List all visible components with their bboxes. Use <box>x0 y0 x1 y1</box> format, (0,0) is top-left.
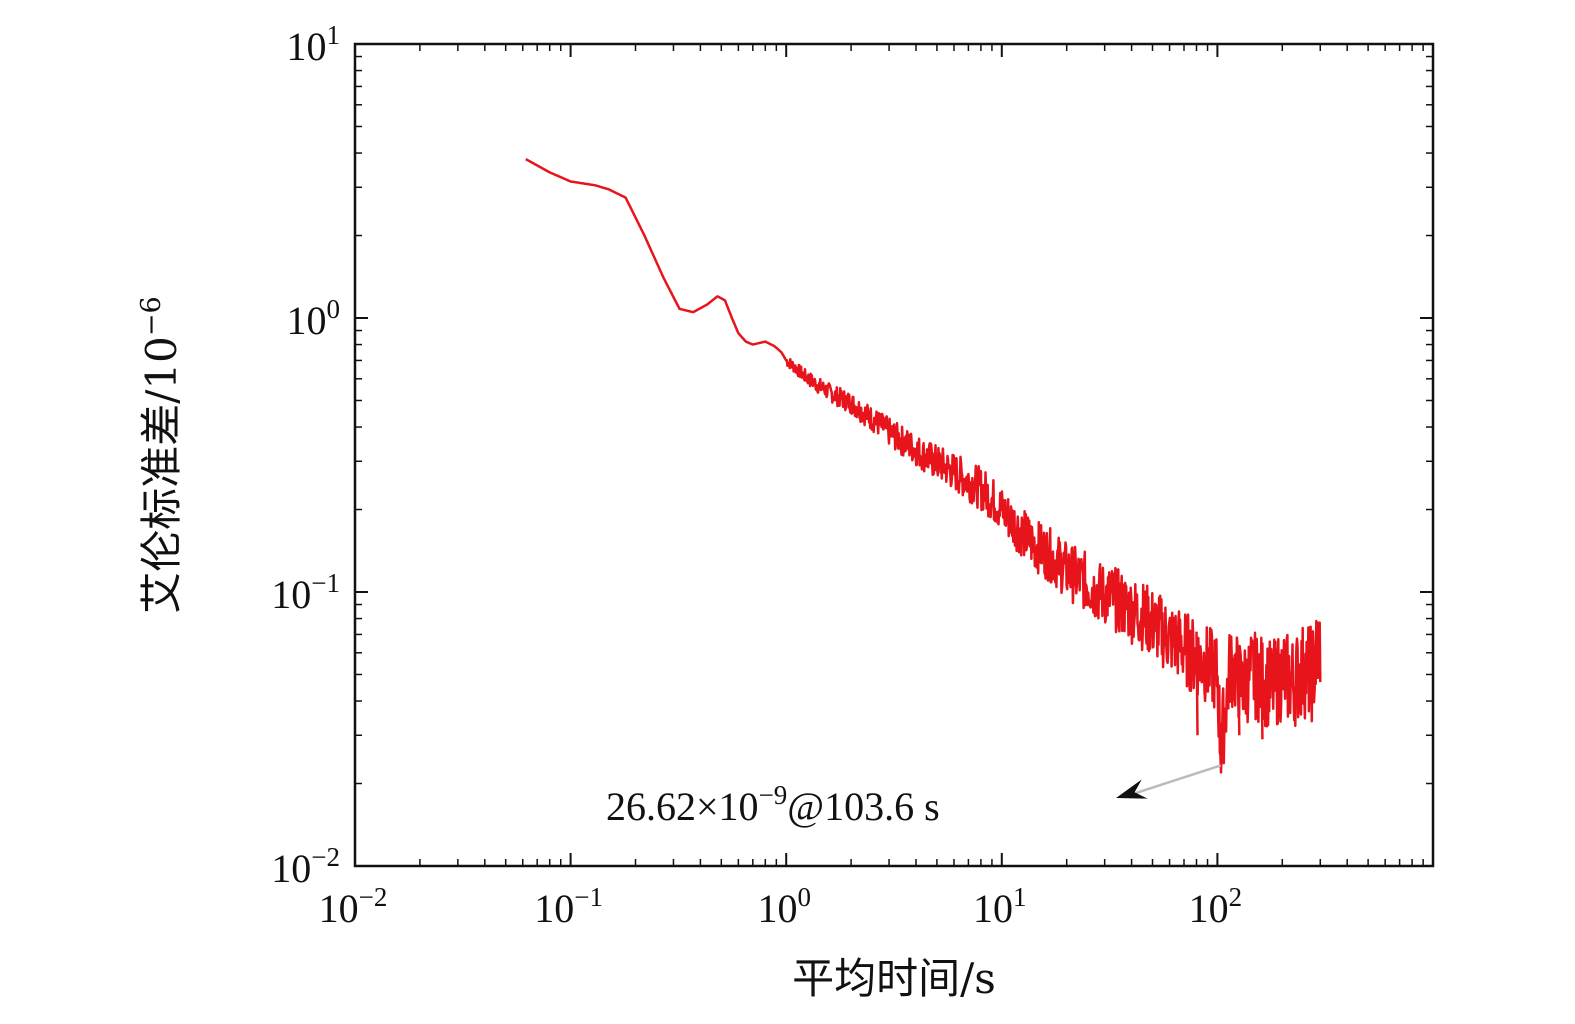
x-tick-labels: 10−2 10−1 100 101 102 <box>319 882 1243 931</box>
major-ticks <box>354 43 1433 867</box>
y-tick-label: 100 <box>287 294 341 343</box>
y-tick-label: 10−2 <box>271 842 340 891</box>
annotation-arrowhead <box>1116 779 1148 799</box>
x-tick-label: 102 <box>1189 882 1243 931</box>
annotation-suffix: @103.6 s <box>787 784 939 829</box>
y-axis-title: 艾伦标准差/10−6 <box>136 296 186 613</box>
annotation-text: 26.62×10−9@103.6 s <box>606 780 940 829</box>
noise-spike <box>1219 722 1223 750</box>
y-axis-title-exponent: −6 <box>136 296 167 336</box>
series-line <box>525 158 1322 774</box>
annotation-exponent: −9 <box>759 780 788 810</box>
x-tick-label: 100 <box>757 882 811 931</box>
x-tick-label: 101 <box>973 882 1027 931</box>
y-tick-label: 101 <box>287 20 341 69</box>
x-tick-label: 10−2 <box>319 882 388 931</box>
noise-spike <box>1260 652 1264 740</box>
y-tick-label: 10−1 <box>271 568 340 617</box>
annotation-arrow <box>1135 764 1222 795</box>
noise-spike <box>1285 650 1290 702</box>
y-tick-labels: 10−2 10−1 100 101 <box>271 20 340 891</box>
plot-frame <box>353 42 1435 868</box>
annotation-value: 26.62×10 <box>606 784 759 829</box>
x-axis-title: 平均时间/s <box>792 954 996 1003</box>
y-axis-title-text: 艾伦标准差/10 <box>137 336 186 614</box>
noise-spike <box>1237 652 1241 736</box>
noise-spike <box>1195 631 1199 736</box>
minor-ticks <box>355 44 1433 866</box>
x-tick-label: 10−1 <box>534 882 603 931</box>
series-noise <box>1195 631 1290 750</box>
